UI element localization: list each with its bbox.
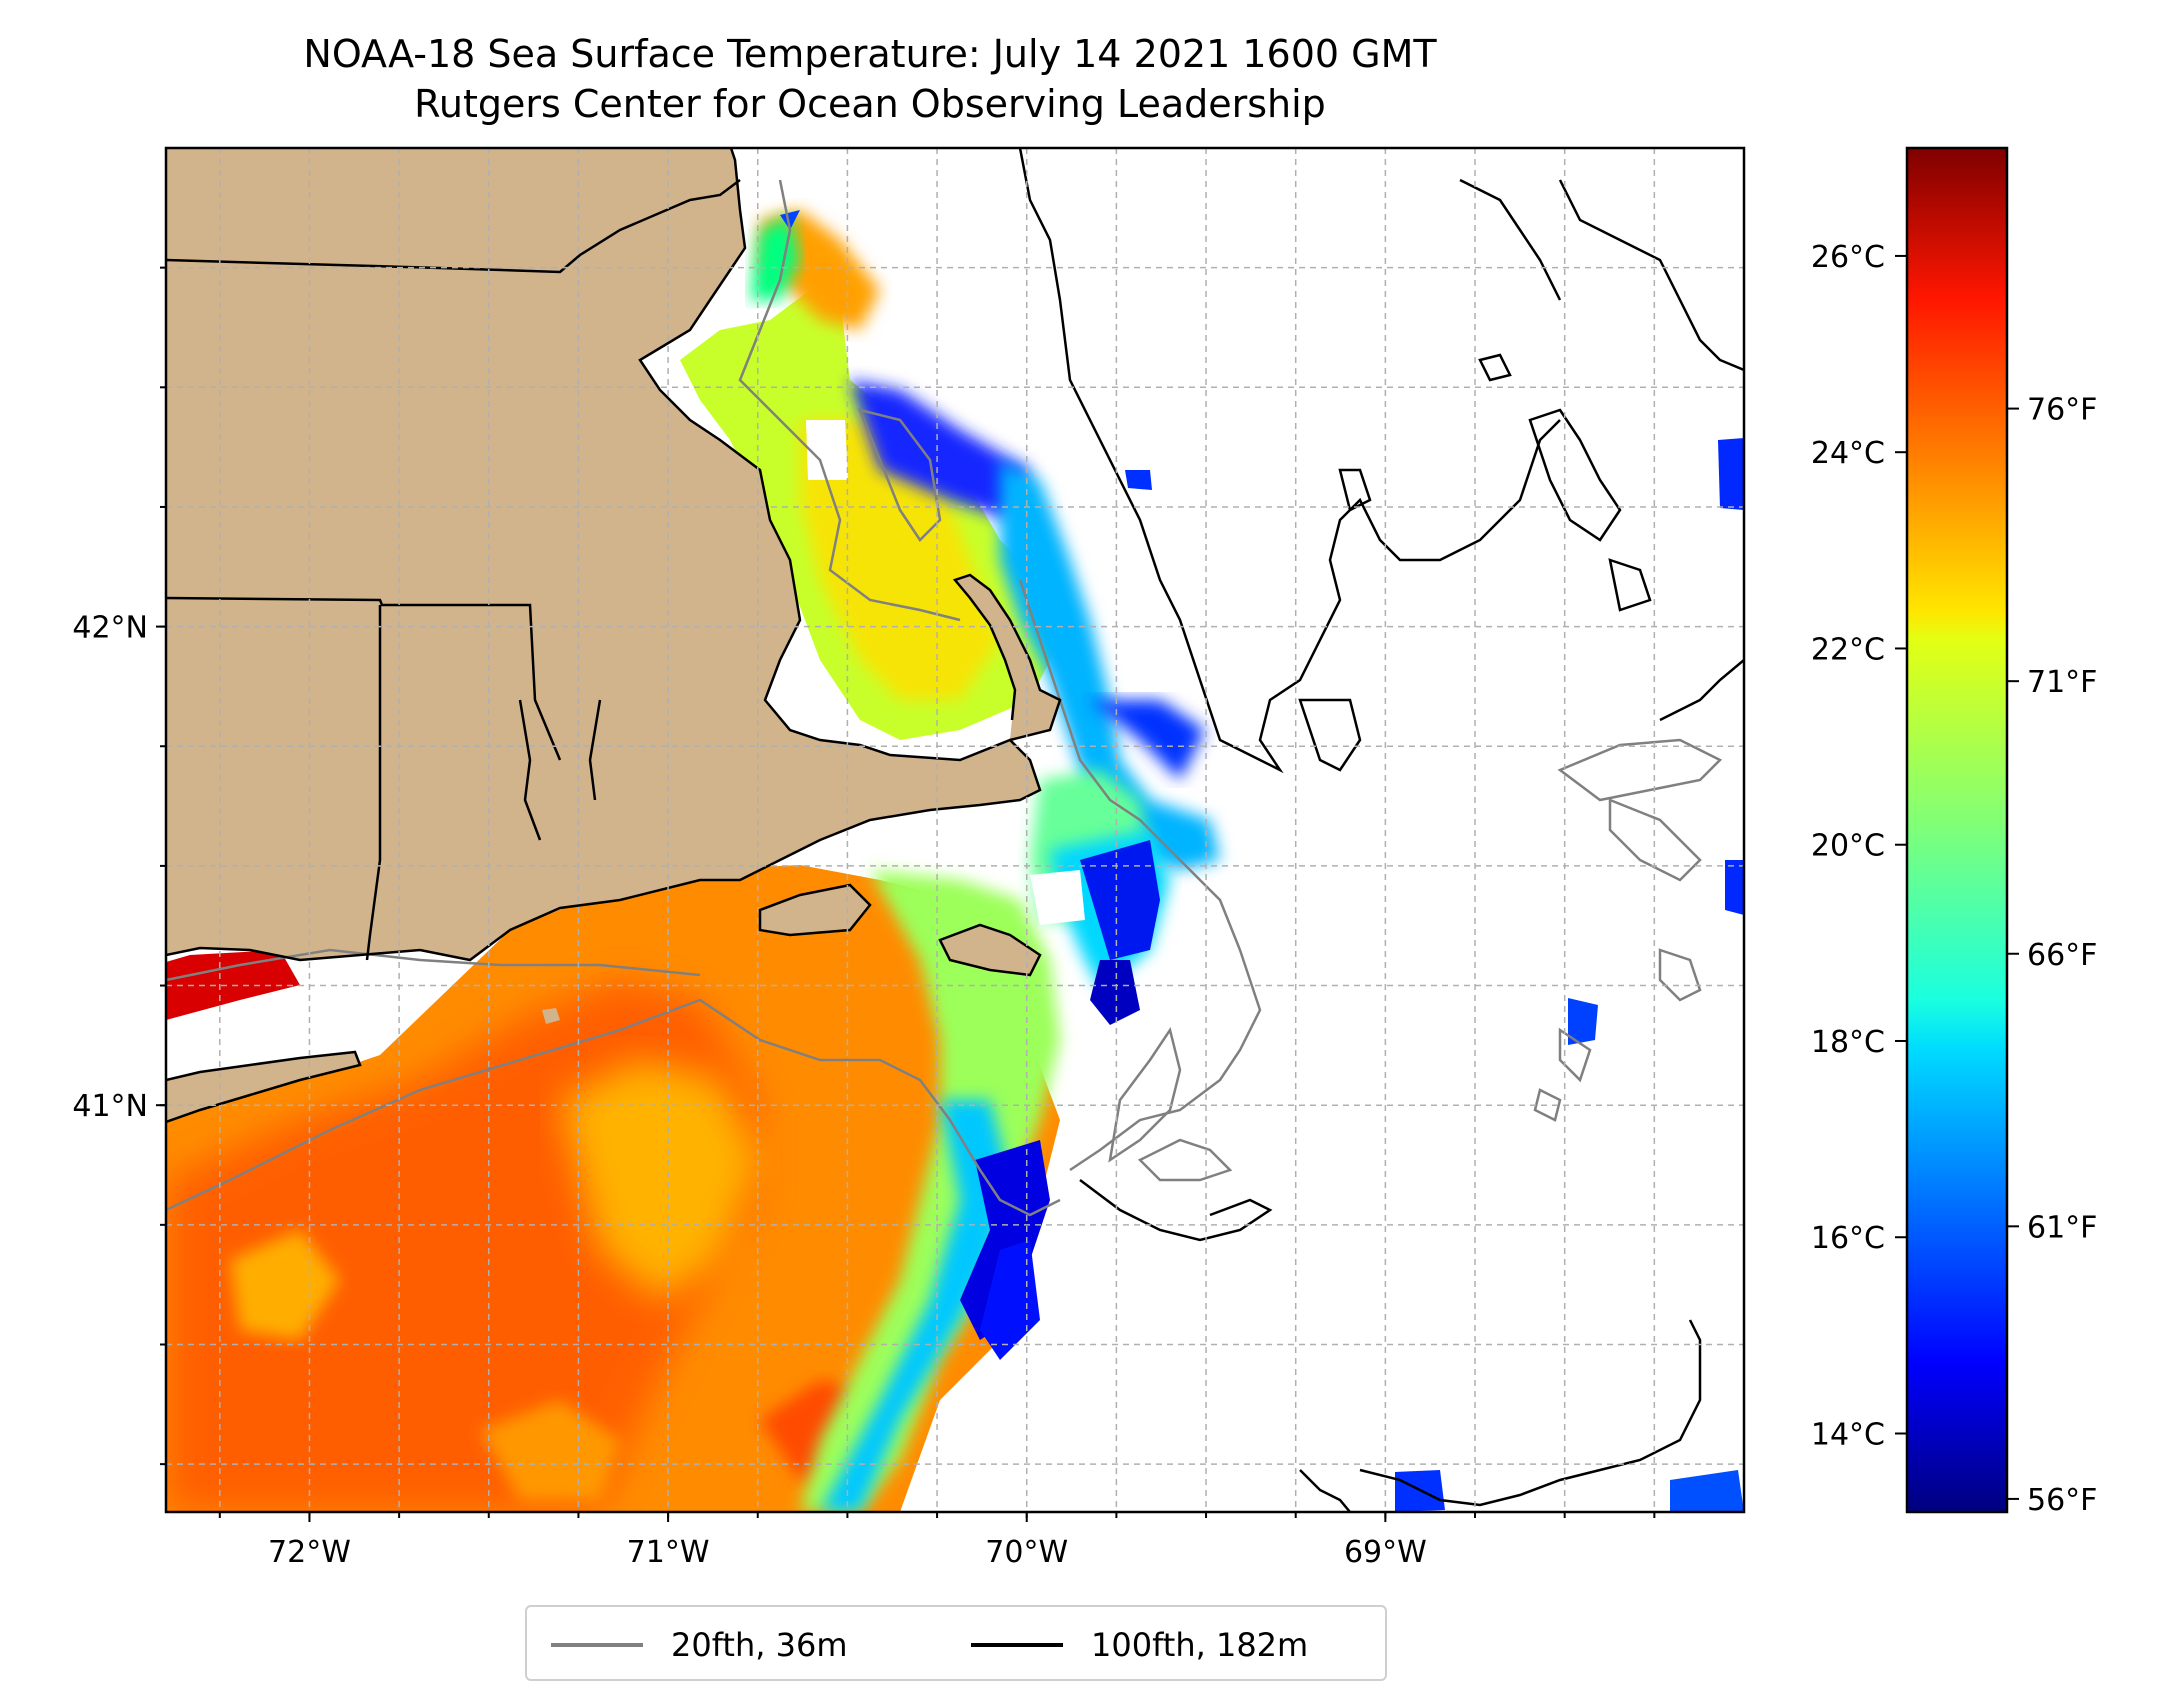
celsius-tick-label: 16°C xyxy=(1811,1221,1885,1256)
fahrenheit-tick-label: 71°F xyxy=(2027,665,2097,700)
isobath-20fth xyxy=(166,179,1723,1217)
graticule xyxy=(166,148,1744,1512)
coastline-and-borders xyxy=(166,148,1744,1512)
chart-subtitle: Rutgers Center for Ocean Observing Leade… xyxy=(414,82,1326,126)
legend-label: 20fth, 36m xyxy=(671,1626,848,1664)
legend: 20fth, 36m 100fth, 182m xyxy=(525,1605,1387,1681)
celsius-tick-label: 26°C xyxy=(1811,240,1885,275)
colorbar xyxy=(1905,146,2009,1514)
lon-tick-label: 69°W xyxy=(1344,1535,1427,1570)
celsius-tick-label: 18°C xyxy=(1811,1025,1885,1060)
fahrenheit-tick-label: 76°F xyxy=(2027,393,2097,428)
legend-item-100fth: 100fth, 182m xyxy=(971,1625,1308,1665)
fahrenheit-tick-label: 66°F xyxy=(2027,938,2097,973)
celsius-tick-label: 22°C xyxy=(1811,632,1885,667)
lon-tick-label: 72°W xyxy=(268,1535,351,1570)
sst-field xyxy=(166,210,1744,1512)
map-frame xyxy=(164,146,1746,1514)
legend-item-20fth: 20fth, 36m xyxy=(551,1625,847,1665)
lon-tick-label: 70°W xyxy=(985,1535,1068,1570)
celsius-tick-label: 24°C xyxy=(1811,436,1885,471)
lat-tick-label: 42°N xyxy=(72,611,148,646)
lon-tick-label: 71°W xyxy=(627,1535,710,1570)
fahrenheit-tick-label: 56°F xyxy=(2027,1483,2097,1518)
chart-title: NOAA-18 Sea Surface Temperature: July 14… xyxy=(303,32,1437,76)
legend-swatch xyxy=(551,1643,643,1647)
legend-label: 100fth, 182m xyxy=(1091,1626,1309,1664)
celsius-tick-label: 20°C xyxy=(1811,829,1885,864)
legend-swatch xyxy=(971,1643,1063,1647)
celsius-tick-label: 14°C xyxy=(1811,1417,1885,1452)
fahrenheit-tick-label: 61°F xyxy=(2027,1210,2097,1245)
lat-tick-label: 41°N xyxy=(72,1089,148,1124)
